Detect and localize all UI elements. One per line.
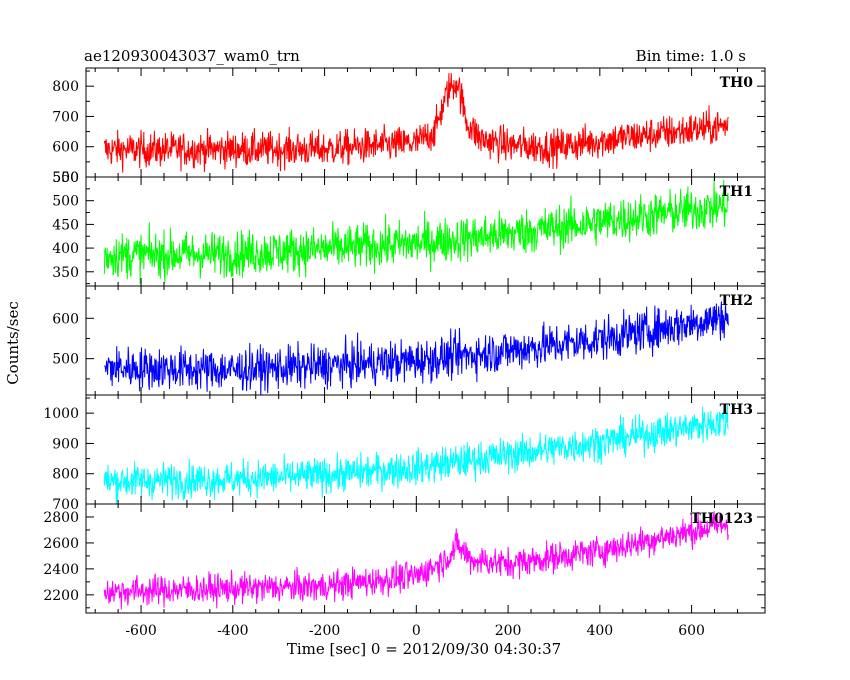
chart-title: ae120930043037_wam0_trn (84, 47, 300, 65)
x-tick-label: 0 (412, 623, 421, 639)
series-th0 (103, 72, 729, 173)
y-tick-label: 600 (52, 140, 79, 156)
panel-label-th3: TH3 (720, 402, 753, 418)
series-th0123 (103, 511, 729, 610)
panel-label-th2: TH2 (720, 293, 753, 309)
panel-frame-th0123 (85, 503, 766, 614)
panel-label-th1: TH1 (720, 184, 753, 200)
y-tick-label: 800 (52, 79, 79, 95)
y-tick-label: 2800 (43, 510, 79, 526)
y-tick-label: 400 (52, 241, 79, 257)
x-tick-label: 600 (678, 623, 705, 639)
x-tick-label: -400 (217, 623, 248, 639)
y-tick-label: 450 (52, 217, 79, 233)
y-tick-label: 600 (52, 311, 79, 327)
x-tick-label: 400 (586, 623, 613, 639)
series-th2 (104, 301, 729, 395)
x-tick-label: -600 (125, 623, 156, 639)
series-th3 (103, 405, 729, 504)
series-th1 (103, 177, 729, 285)
y-tick-label: 1000 (43, 406, 79, 422)
y-tick-label: 900 (52, 436, 79, 452)
y-tick-label: 700 (52, 497, 79, 513)
y-tick-label: 500 (52, 352, 79, 368)
y-tick-label: 2400 (43, 562, 79, 578)
bin-time-label: Bin time: 1.0 s (636, 47, 746, 65)
y-tick-label: 2600 (43, 536, 79, 552)
x-tick-label: 200 (495, 623, 522, 639)
y-tick-label: 550 (52, 170, 79, 186)
y-tick-label: 800 (52, 467, 79, 483)
y-tick-label: 700 (52, 109, 79, 125)
y-axis-title: Counts/sec (4, 301, 22, 385)
y-tick-label: 350 (52, 265, 79, 281)
y-tick-label: 500 (52, 170, 79, 186)
panel-label-th0123: TH0123 (690, 511, 753, 527)
panel-label-th0: TH0 (720, 75, 754, 91)
panel-frame-th2 (85, 285, 766, 396)
x-tick-label: -200 (309, 623, 340, 639)
x-axis-title: Time [sec] 0 = 2012/09/30 04:30:37 (287, 640, 561, 658)
y-tick-label: 2200 (43, 588, 79, 604)
y-tick-label: 500 (52, 194, 79, 210)
